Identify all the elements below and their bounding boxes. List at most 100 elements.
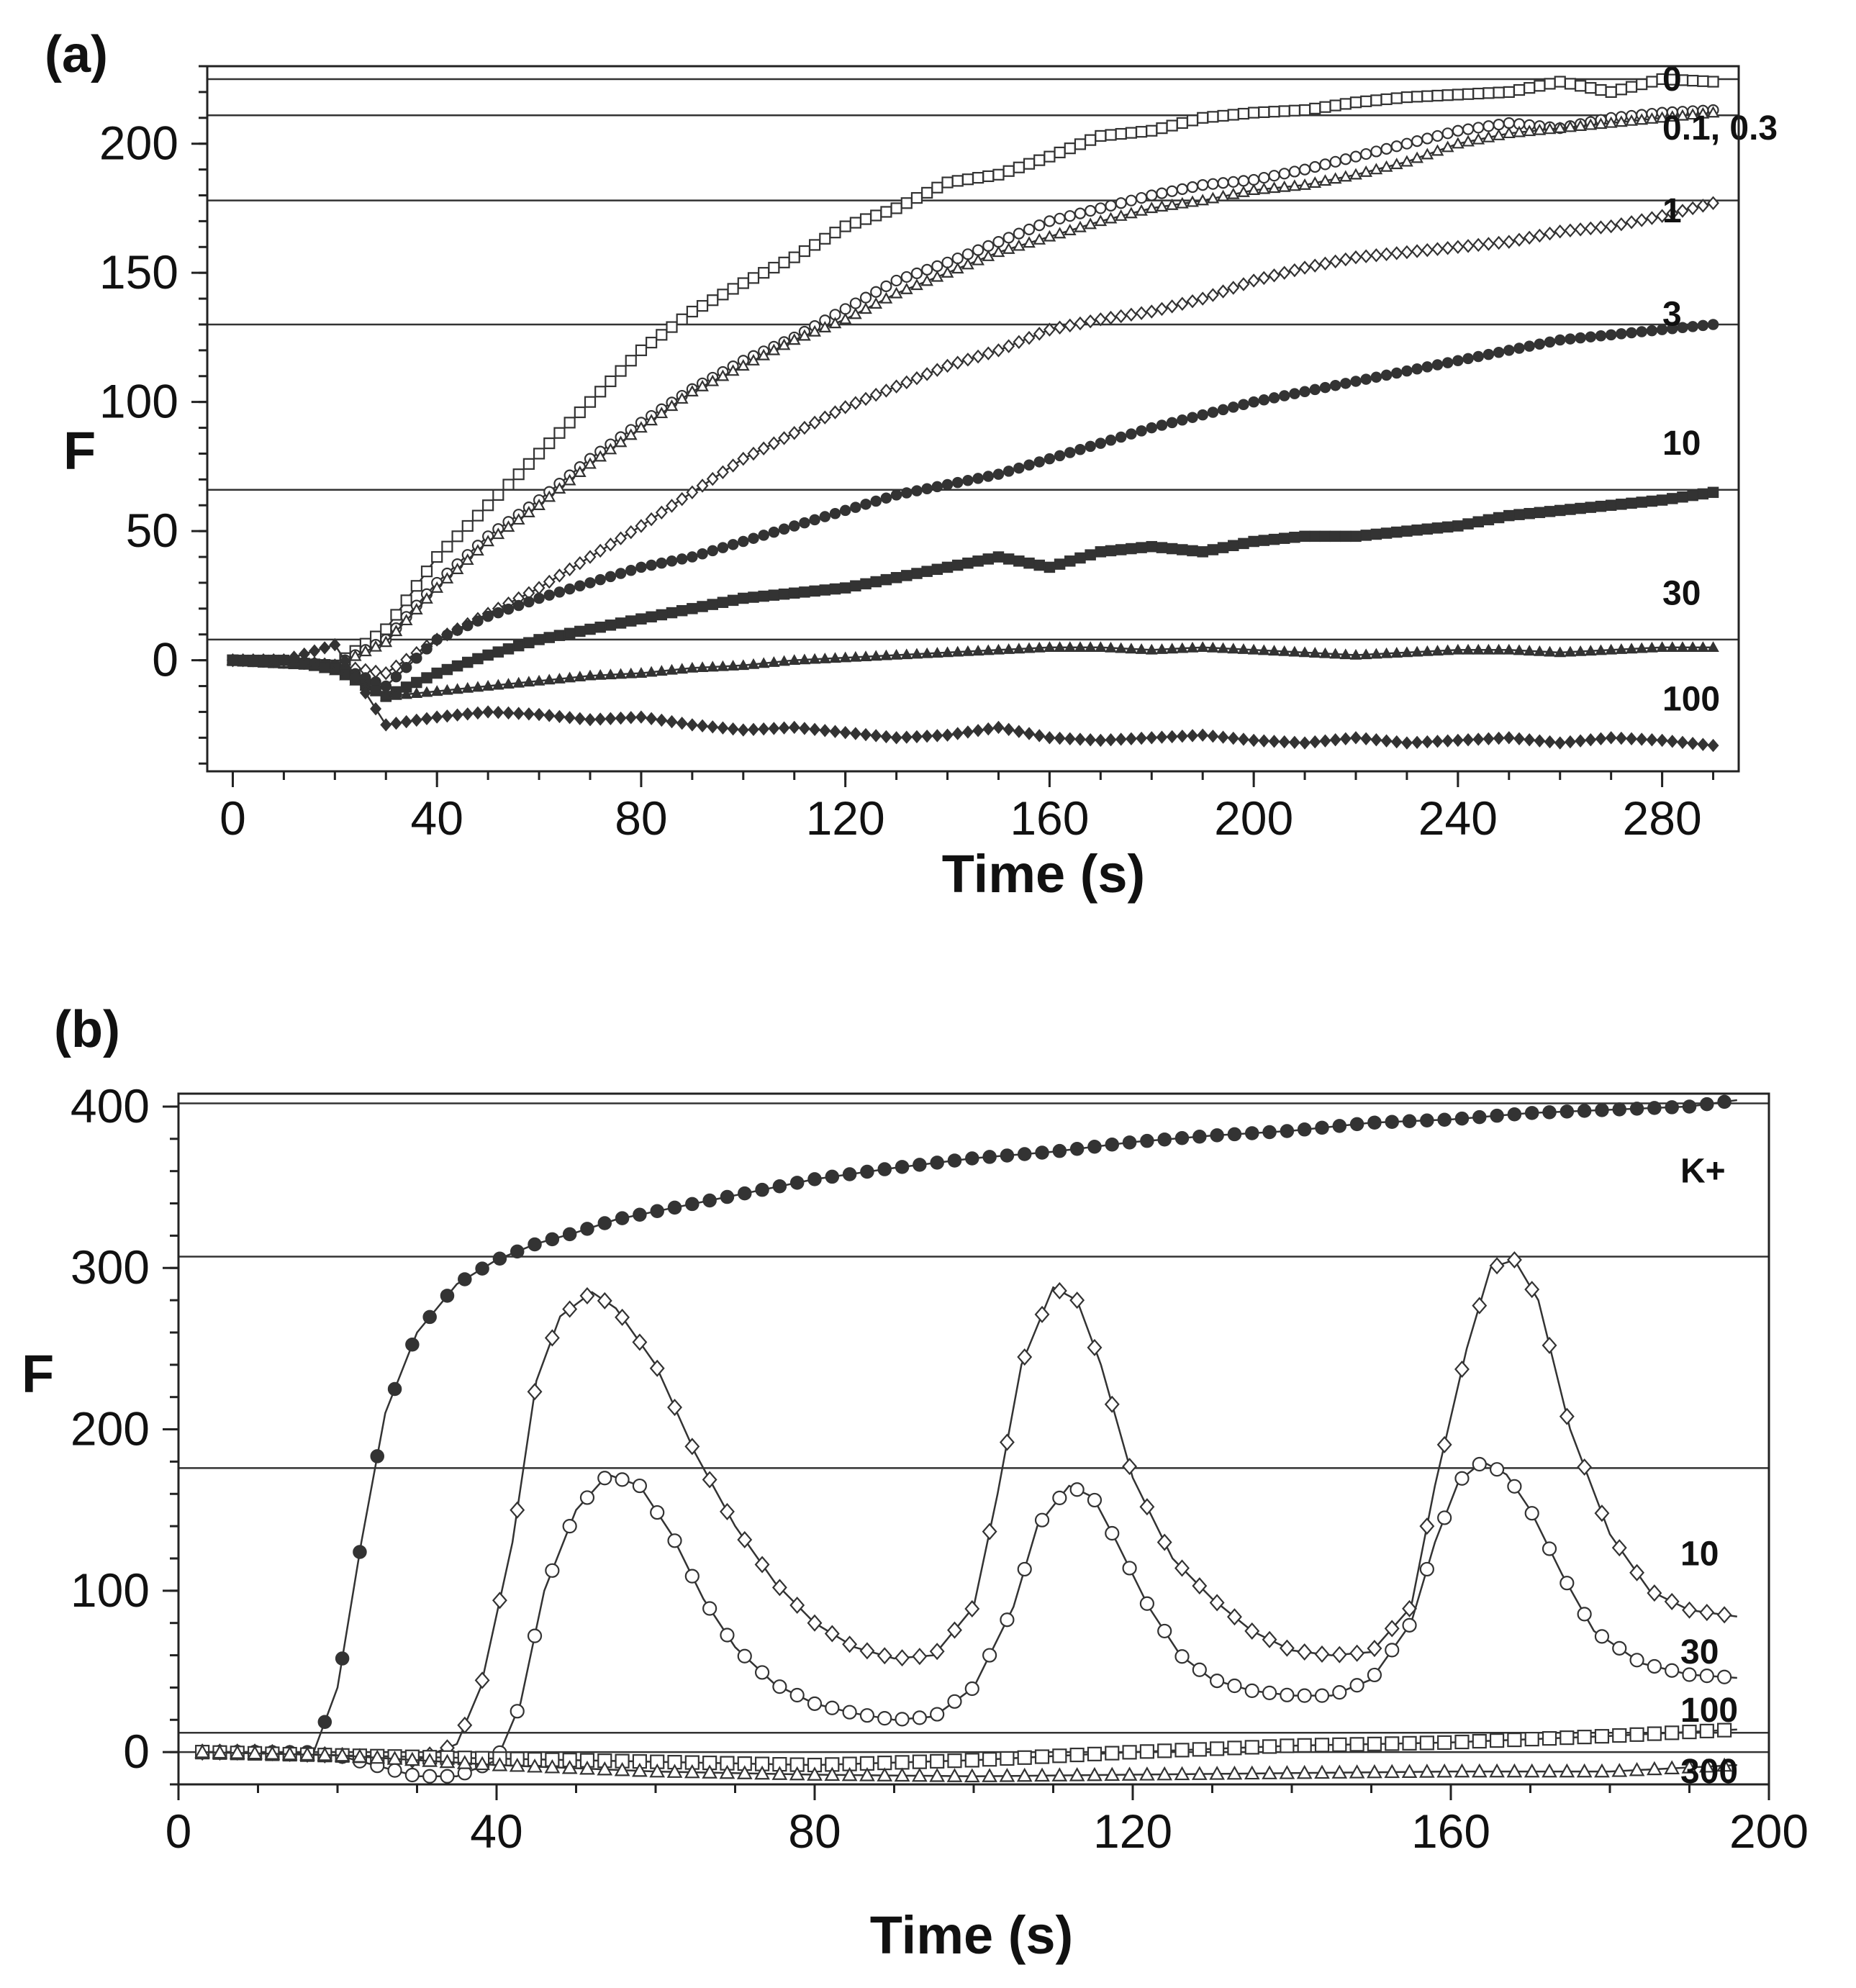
panel-a-data-point xyxy=(1258,171,1270,184)
panel-b-data-point xyxy=(737,1648,752,1664)
panel-a-data-point xyxy=(1431,735,1444,748)
panel-a-data-point xyxy=(441,709,453,723)
panel-a-data-point xyxy=(1105,641,1117,653)
panel-b-y-tick-label: 100 xyxy=(71,1563,150,1617)
panel-b-series-10 xyxy=(194,1251,1737,1769)
panel-a-data-point xyxy=(1707,76,1719,88)
panel-a-data-point xyxy=(1390,367,1403,379)
panel-b-data-point xyxy=(1490,1108,1504,1123)
panel-a-data-point xyxy=(1064,555,1076,567)
panel-a-data-point xyxy=(961,645,974,656)
panel-a-data-point xyxy=(1084,641,1097,653)
panel-a-data-point xyxy=(431,550,443,563)
panel-b-data-point xyxy=(1594,1629,1610,1644)
panel-a-data-point xyxy=(635,519,648,533)
panel-a-data-point xyxy=(972,253,984,265)
panel-b-data-point xyxy=(458,1272,472,1286)
panel-a-data-point xyxy=(389,625,403,637)
panel-a-data-point xyxy=(1554,646,1567,658)
panel-a-data-point xyxy=(604,537,617,552)
panel-a-data-point xyxy=(707,545,718,557)
panel-a-data-point xyxy=(645,666,658,677)
panel-b-series-label: 100 xyxy=(1680,1692,1738,1730)
panel-a-data-point xyxy=(941,561,954,573)
panel-b-data-point xyxy=(633,1207,647,1222)
panel-a-data-point xyxy=(1380,142,1393,155)
panel-b-data-point xyxy=(527,1758,543,1773)
panel-a-data-point xyxy=(380,718,392,732)
panel-a-data-point xyxy=(512,676,525,688)
panel-a-data-point xyxy=(1054,320,1067,335)
panel-b-data-point xyxy=(1122,1745,1137,1760)
panel-b-data-point xyxy=(1682,1725,1697,1740)
panel-a-data-point xyxy=(1666,735,1678,748)
panel-a-data-point xyxy=(737,277,749,289)
panel-b-data-point xyxy=(1156,1766,1173,1781)
panel-b-data-point xyxy=(930,1156,944,1170)
panel-a-data-point xyxy=(696,300,709,312)
panel-a-data-point xyxy=(777,338,791,350)
panel-b-data-point xyxy=(860,1164,874,1179)
panel-a-data-point xyxy=(1176,729,1188,743)
panel-a-data-point xyxy=(1288,263,1301,278)
panel-a-data-point xyxy=(1400,155,1413,167)
panel-a-data-point xyxy=(848,307,862,319)
panel-a-data-point xyxy=(1513,644,1526,655)
panel-b-data-point xyxy=(1402,1599,1417,1617)
panel-b-data-point xyxy=(1174,1649,1190,1664)
panel-a-data-point xyxy=(1177,544,1188,555)
panel-a-data-point xyxy=(982,471,995,482)
panel-a-data-point xyxy=(1411,735,1423,749)
panel-b-data-point xyxy=(1226,1765,1243,1780)
panel-b-data-point xyxy=(1665,1100,1679,1115)
panel-b-data-point xyxy=(615,1308,630,1326)
panel-a-data-point xyxy=(1462,239,1475,253)
panel-a-data-point xyxy=(1074,220,1087,232)
panel-a-data-point xyxy=(1574,645,1587,656)
panel-a-data-point xyxy=(1411,91,1423,103)
panel-a-data-point xyxy=(1462,88,1475,100)
panel-a-data-point xyxy=(1421,523,1434,535)
panel-a-data-point xyxy=(1237,643,1250,654)
panel-a-data-point xyxy=(1380,527,1393,539)
panel-a-series-line xyxy=(232,112,1714,667)
panel-a-data-point xyxy=(1370,733,1382,747)
panel-a-data-point xyxy=(1063,224,1077,236)
panel-a-data-point xyxy=(1625,81,1638,93)
panel-a-data-point xyxy=(1472,237,1485,253)
panel-a-data-point xyxy=(910,371,923,386)
panel-a-series-label: 0.1, 0.3 xyxy=(1662,109,1778,147)
panel-a-data-point xyxy=(931,270,944,282)
panel-a-data-point xyxy=(1676,735,1688,749)
panel-b-data-point xyxy=(1699,1723,1714,1738)
panel-a-data-point xyxy=(686,305,698,318)
panel-a-data-point xyxy=(1084,217,1097,230)
panel-a-data-point xyxy=(1635,642,1648,653)
panel-a-data-point xyxy=(553,630,566,641)
panel-a-data-point xyxy=(828,317,842,329)
panel-a-data-point xyxy=(737,723,749,737)
panel-b-data-point xyxy=(1105,1525,1120,1541)
panel-b-data-point xyxy=(1297,1738,1312,1753)
panel-a-data-point xyxy=(941,265,954,278)
panel-b-data-point xyxy=(772,1179,787,1194)
panel-b-data-point xyxy=(1524,1763,1540,1778)
panel-a-data-point xyxy=(1707,486,1719,499)
panel-a-data-point xyxy=(972,171,984,184)
panel-a-data-point xyxy=(859,302,872,314)
panel-a-data-point xyxy=(1696,106,1710,119)
panel-a-data-point xyxy=(1033,232,1046,245)
panel-a-data-point xyxy=(676,717,688,730)
panel-a-data-point xyxy=(1666,641,1679,653)
panel-a-data-point xyxy=(492,527,505,540)
panel-a-data-point xyxy=(1299,386,1310,398)
panel-a-data-point xyxy=(1135,306,1148,320)
panel-a-data-point xyxy=(1687,737,1699,750)
panel-b-data-point xyxy=(1000,1148,1015,1163)
panel-b-data-point xyxy=(1717,1723,1732,1738)
panel-b-data-point xyxy=(1367,1115,1382,1130)
panel-a-data-point xyxy=(1401,365,1413,377)
panel-a-data-point xyxy=(1206,288,1219,302)
panel-a-data-point xyxy=(615,668,627,679)
panel-a-data-point xyxy=(1145,304,1158,319)
